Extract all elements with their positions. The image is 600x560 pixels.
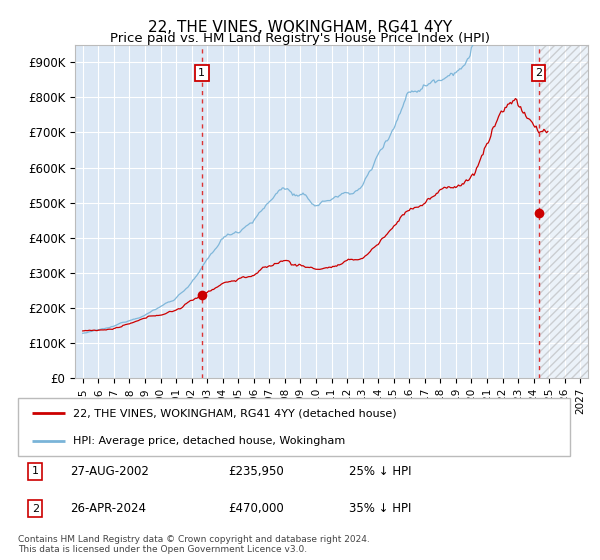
Text: Price paid vs. HM Land Registry's House Price Index (HPI): Price paid vs. HM Land Registry's House … xyxy=(110,32,490,45)
Text: £470,000: £470,000 xyxy=(228,502,284,515)
Bar xyxy=(539,45,588,378)
Text: 27-AUG-2002: 27-AUG-2002 xyxy=(70,465,149,478)
Text: 22, THE VINES, WOKINGHAM, RG41 4YY (detached house): 22, THE VINES, WOKINGHAM, RG41 4YY (deta… xyxy=(73,408,397,418)
Text: 2: 2 xyxy=(32,504,39,514)
Text: Contains HM Land Registry data © Crown copyright and database right 2024.
This d: Contains HM Land Registry data © Crown c… xyxy=(18,535,370,554)
Text: £235,950: £235,950 xyxy=(228,465,284,478)
Text: 1: 1 xyxy=(32,466,39,476)
Text: 35% ↓ HPI: 35% ↓ HPI xyxy=(349,502,412,515)
Bar xyxy=(539,45,588,378)
Text: 1: 1 xyxy=(198,68,205,78)
Text: 25% ↓ HPI: 25% ↓ HPI xyxy=(349,465,412,478)
Text: HPI: Average price, detached house, Wokingham: HPI: Average price, detached house, Woki… xyxy=(73,436,346,446)
Text: 22, THE VINES, WOKINGHAM, RG41 4YY: 22, THE VINES, WOKINGHAM, RG41 4YY xyxy=(148,20,452,35)
FancyBboxPatch shape xyxy=(18,398,570,456)
Text: 26-APR-2024: 26-APR-2024 xyxy=(70,502,146,515)
Text: 2: 2 xyxy=(535,68,542,78)
